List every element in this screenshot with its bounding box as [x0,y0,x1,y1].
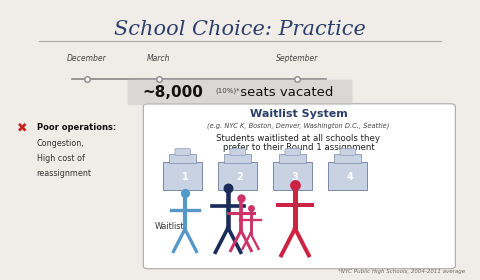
Text: School Choice: Practice: School Choice: Practice [114,20,366,39]
Text: September: September [276,54,319,63]
FancyBboxPatch shape [279,154,306,163]
Text: 1: 1 [181,172,188,182]
Text: 2: 2 [237,172,243,182]
Text: ~8,000: ~8,000 [142,85,203,100]
Text: Congestion,: Congestion, [36,139,84,148]
FancyBboxPatch shape [224,154,251,163]
Text: Waitlist:: Waitlist: [155,222,187,232]
Text: Waitlist System: Waitlist System [250,109,347,119]
Text: *NYC Public High Schools, 2004-2011 average: *NYC Public High Schools, 2004-2011 aver… [338,269,465,274]
Text: Poor operations:: Poor operations: [36,123,116,132]
FancyBboxPatch shape [218,162,257,190]
Text: ✖: ✖ [17,121,27,134]
FancyBboxPatch shape [230,149,245,155]
Text: December: December [67,54,107,63]
Text: March: March [147,54,170,63]
Text: (10%)*: (10%)* [215,88,240,94]
FancyBboxPatch shape [128,80,352,105]
FancyBboxPatch shape [273,162,312,190]
FancyBboxPatch shape [340,149,355,155]
Text: High cost of: High cost of [36,154,84,163]
FancyBboxPatch shape [144,104,456,269]
Text: reassignment: reassignment [36,169,92,178]
FancyBboxPatch shape [285,149,300,155]
Text: prefer to their Round 1 assignment: prefer to their Round 1 assignment [223,143,374,152]
Text: Students waitlisted at all schools they: Students waitlisted at all schools they [216,134,380,143]
FancyBboxPatch shape [334,154,361,163]
Text: 4: 4 [347,172,353,182]
Text: seats vacated: seats vacated [236,86,334,99]
FancyBboxPatch shape [163,162,202,190]
Text: 3: 3 [292,172,299,182]
FancyBboxPatch shape [328,162,367,190]
Text: (e.g. NYC K, Boston, Denver, Washington D.C., Seattle): (e.g. NYC K, Boston, Denver, Washington … [207,122,390,129]
FancyBboxPatch shape [175,149,190,155]
FancyBboxPatch shape [169,154,196,163]
